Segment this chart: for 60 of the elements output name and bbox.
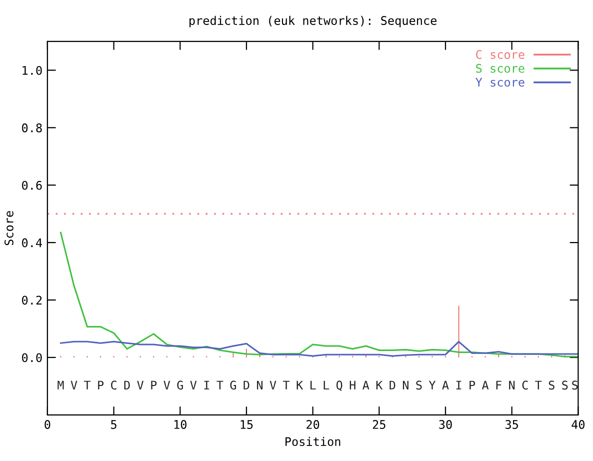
annotation: V	[137, 380, 144, 390]
x-tick-label: 30	[439, 420, 452, 429]
annotation: N	[509, 380, 515, 390]
annotation: S	[562, 380, 568, 390]
chart-title: prediction (euk networks): Sequence	[190, 16, 436, 28]
annotation: T	[282, 380, 290, 390]
annotation: L	[324, 380, 330, 390]
annotation: A	[362, 380, 370, 390]
annotation: P	[470, 380, 476, 390]
annotation: S	[416, 380, 422, 390]
legend-label: C score	[476, 50, 524, 59]
annotation: V	[270, 380, 276, 390]
y-tick-label: 0.6	[22, 180, 42, 190]
annotation: I	[456, 380, 462, 390]
annotation: I	[204, 380, 210, 390]
annotation: T	[84, 380, 91, 390]
annotation: K	[376, 380, 383, 390]
annotation: V	[70, 380, 78, 390]
y-tick-label: 0.8	[22, 123, 42, 132]
y-tick-label: 0.0	[22, 353, 42, 362]
annotation: G	[230, 380, 236, 390]
x-tick-label: 15	[240, 420, 253, 429]
annotation: M	[58, 380, 64, 390]
x-tick-label: 10	[174, 420, 186, 429]
annotation: K	[296, 380, 304, 390]
y-tick-label: 0.4	[22, 238, 42, 248]
annotation: V	[164, 380, 170, 390]
x-tick-label: 20	[306, 420, 320, 429]
legend-label: S score	[476, 64, 524, 73]
y-tick-label: 1.0	[22, 66, 42, 75]
annotation: C	[111, 380, 116, 390]
annotation: P	[98, 380, 104, 390]
annotation: P	[151, 380, 157, 390]
x-tick-label: 25	[372, 420, 386, 429]
annotation: D	[124, 380, 130, 390]
annotation: A	[482, 380, 489, 390]
x-tick-label: 0	[44, 420, 50, 429]
annotation: N	[256, 380, 262, 390]
legend-label: Y score	[476, 78, 524, 87]
x-axis-title: Position	[286, 436, 340, 446]
annotation: H	[350, 380, 356, 390]
annotation: D	[244, 380, 250, 390]
annotation: S	[548, 380, 554, 390]
x-tick-label: 40	[572, 420, 585, 429]
annotation: Y	[428, 380, 436, 390]
annotation: N	[402, 380, 408, 390]
annotation: V	[190, 380, 197, 390]
annotation: A	[442, 380, 449, 390]
annotation: G	[177, 380, 183, 390]
annotation: T	[535, 380, 542, 390]
annotation: Q	[336, 380, 342, 391]
y-tick-label: 0.2	[22, 296, 42, 305]
x-tick-label: 5	[111, 420, 116, 429]
annotation: D	[390, 380, 396, 390]
y-axis-title: Score	[4, 211, 14, 246]
x-tick-label: 35	[506, 420, 518, 429]
annotation: C	[522, 380, 528, 390]
annotation: L	[310, 380, 316, 390]
annotation: T	[216, 380, 224, 390]
annotation: F	[496, 380, 502, 390]
